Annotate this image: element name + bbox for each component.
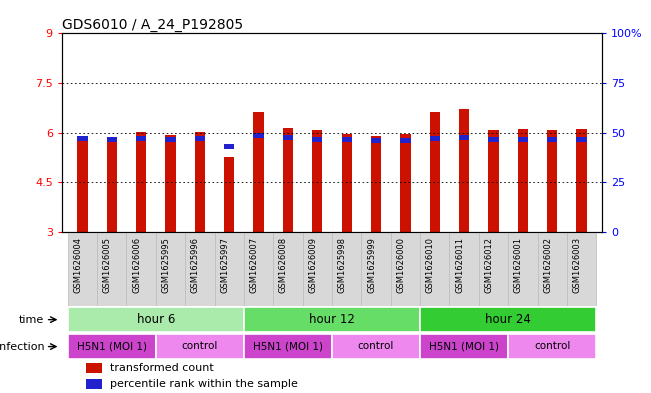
Bar xyxy=(77,138,87,232)
Bar xyxy=(420,307,596,332)
Text: GSM1626007: GSM1626007 xyxy=(249,237,258,293)
Text: GSM1626006: GSM1626006 xyxy=(132,237,141,293)
Bar xyxy=(538,232,567,306)
Bar xyxy=(253,132,264,138)
Text: GSM1626001: GSM1626001 xyxy=(514,237,523,293)
Bar xyxy=(420,334,508,359)
Text: hour 12: hour 12 xyxy=(309,312,355,325)
Text: GSM1626000: GSM1626000 xyxy=(396,237,406,293)
Bar xyxy=(312,130,322,232)
Bar xyxy=(332,232,361,306)
Bar xyxy=(547,130,557,232)
Bar xyxy=(518,137,528,142)
Bar xyxy=(332,334,420,359)
Text: GSM1626002: GSM1626002 xyxy=(543,237,552,293)
Text: control: control xyxy=(182,341,218,351)
Bar xyxy=(459,109,469,232)
Bar xyxy=(312,137,322,142)
Text: H5N1 (MOI 1): H5N1 (MOI 1) xyxy=(77,341,146,351)
Bar xyxy=(283,135,293,140)
Bar xyxy=(400,138,411,143)
Bar xyxy=(215,232,244,306)
Bar xyxy=(371,138,381,143)
Text: transformed count: transformed count xyxy=(111,363,214,373)
Text: H5N1 (MOI 1): H5N1 (MOI 1) xyxy=(253,341,323,351)
Bar xyxy=(488,137,499,142)
Bar xyxy=(136,132,146,232)
Text: GSM1626008: GSM1626008 xyxy=(279,237,288,293)
Text: GSM1626004: GSM1626004 xyxy=(74,237,83,293)
Bar xyxy=(391,232,420,306)
Bar xyxy=(126,232,156,306)
Bar xyxy=(577,129,587,232)
Text: infection: infection xyxy=(0,342,44,352)
Text: GSM1626005: GSM1626005 xyxy=(103,237,112,293)
Text: GSM1625996: GSM1625996 xyxy=(191,237,200,293)
Text: H5N1 (MOI 1): H5N1 (MOI 1) xyxy=(429,341,499,351)
Bar xyxy=(224,157,234,232)
Bar xyxy=(273,232,303,306)
Bar xyxy=(479,232,508,306)
Bar xyxy=(68,334,156,359)
Bar xyxy=(68,307,244,332)
Bar xyxy=(420,232,449,306)
Bar xyxy=(77,136,87,141)
Bar xyxy=(342,137,352,142)
Bar xyxy=(400,134,411,232)
Text: control: control xyxy=(534,341,570,351)
Bar xyxy=(459,135,469,140)
Bar xyxy=(224,144,234,149)
Text: GSM1626011: GSM1626011 xyxy=(455,237,464,293)
Bar xyxy=(342,134,352,232)
Text: GSM1625997: GSM1625997 xyxy=(220,237,229,293)
Text: time: time xyxy=(19,315,44,325)
Bar xyxy=(547,136,557,141)
Bar xyxy=(508,334,596,359)
Bar xyxy=(244,307,420,332)
Bar xyxy=(195,136,205,141)
Bar xyxy=(97,232,126,306)
Text: GSM1626010: GSM1626010 xyxy=(426,237,435,293)
Bar xyxy=(165,137,176,142)
Text: GSM1625995: GSM1625995 xyxy=(161,237,171,293)
Bar xyxy=(283,128,293,232)
Bar xyxy=(156,334,244,359)
Bar xyxy=(508,232,538,306)
Text: hour 6: hour 6 xyxy=(137,312,175,325)
Bar xyxy=(136,136,146,141)
Bar xyxy=(107,137,117,142)
Bar xyxy=(371,136,381,232)
Bar xyxy=(244,334,332,359)
Bar xyxy=(449,232,479,306)
Bar xyxy=(195,132,205,232)
Text: percentile rank within the sample: percentile rank within the sample xyxy=(111,379,298,389)
Bar xyxy=(156,232,185,306)
Bar xyxy=(165,135,176,232)
Text: GSM1626009: GSM1626009 xyxy=(309,237,317,293)
Bar xyxy=(361,232,391,306)
Bar xyxy=(567,232,596,306)
Bar xyxy=(86,363,102,373)
Bar xyxy=(577,137,587,142)
Bar xyxy=(430,112,440,232)
Text: hour 24: hour 24 xyxy=(485,312,531,325)
Text: GSM1626012: GSM1626012 xyxy=(484,237,493,293)
Bar xyxy=(430,136,440,141)
Text: control: control xyxy=(358,341,395,351)
Text: GDS6010 / A_24_P192805: GDS6010 / A_24_P192805 xyxy=(62,18,243,32)
Bar xyxy=(303,232,332,306)
Bar xyxy=(107,138,117,232)
Bar xyxy=(488,130,499,232)
Bar xyxy=(86,379,102,389)
Bar xyxy=(518,129,528,232)
Bar xyxy=(68,232,97,306)
Bar xyxy=(244,232,273,306)
Bar xyxy=(253,112,264,232)
Text: GSM1625998: GSM1625998 xyxy=(338,237,347,293)
Text: GSM1626003: GSM1626003 xyxy=(573,237,581,293)
Text: GSM1625999: GSM1625999 xyxy=(367,237,376,293)
Bar xyxy=(185,232,215,306)
